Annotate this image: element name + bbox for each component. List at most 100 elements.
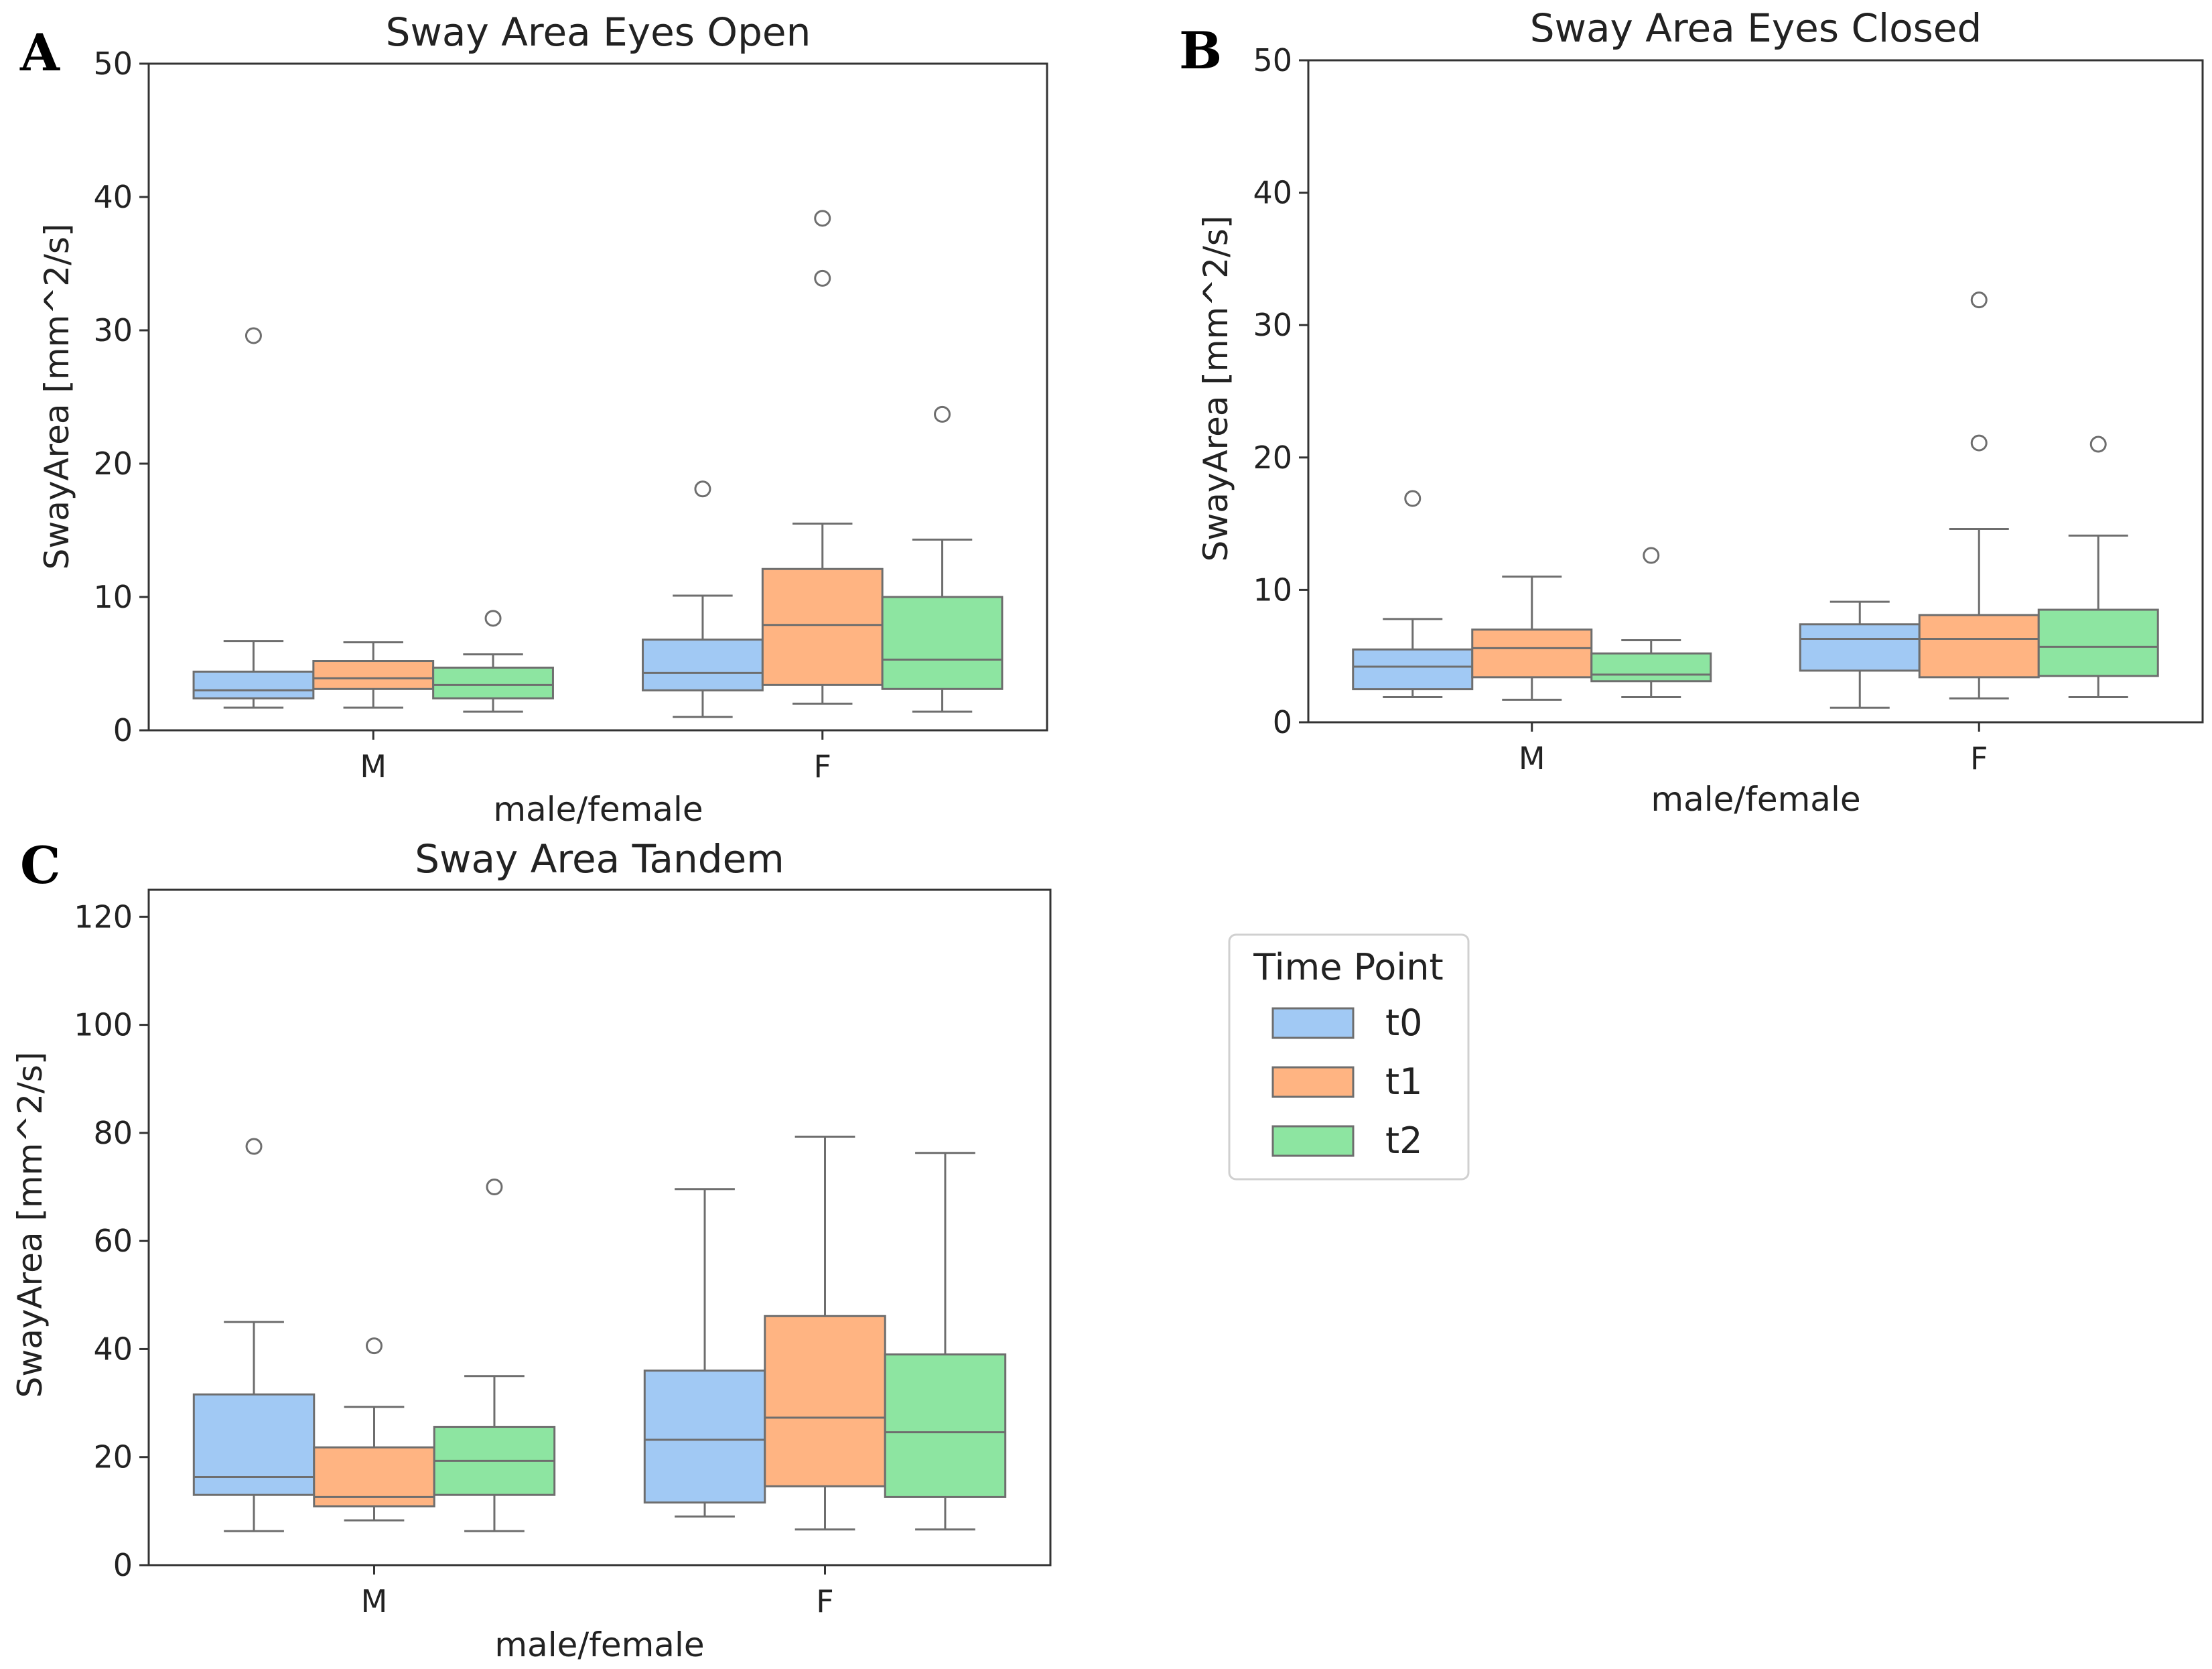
y-tick-label: 80: [93, 1115, 133, 1151]
legend-swatch: [1271, 1066, 1355, 1098]
panel-a-letter: A: [19, 23, 60, 82]
box-t2-F: [881, 405, 1004, 713]
outlier-point: [1970, 291, 1988, 309]
y-tick-label: 30: [1253, 307, 1292, 343]
box-t0-M: [192, 1138, 316, 1532]
box-body: [642, 639, 764, 691]
box-body: [2037, 608, 2159, 677]
box-body: [1352, 648, 1474, 691]
outlier-point: [934, 405, 951, 423]
outlier-point: [814, 269, 831, 287]
panel-c-title: Sway Area Tandem: [415, 836, 784, 882]
box-body: [761, 568, 884, 686]
box-t2-F: [2037, 436, 2159, 698]
y-tick-label: 0: [113, 712, 133, 748]
box-body: [1799, 623, 1921, 672]
legend: Time Point t0 t1 t2: [1228, 933, 1470, 1181]
outlier-point: [2089, 436, 2107, 453]
box-body: [1918, 614, 2040, 679]
panel-c-ylabel: SwayArea [mm^2/s]: [11, 1052, 50, 1398]
panel-a-axes-frame: [147, 62, 1048, 732]
y-tick-label: 0: [113, 1547, 133, 1583]
y-tick-label: 20: [93, 1439, 133, 1475]
box-body: [432, 666, 554, 699]
x-tick-label: M: [360, 748, 387, 785]
panel-b-chart: B Sway Area Eyes Closed male/female Sway…: [1179, 5, 2204, 819]
outlier-point: [1404, 490, 1422, 507]
legend-label: t0: [1385, 1002, 1423, 1044]
box-body: [881, 596, 1004, 690]
y-tick-label: 60: [93, 1223, 133, 1259]
outlier-point: [1643, 547, 1660, 564]
y-tick-label: 50: [93, 46, 133, 82]
x-tick-label: F: [814, 748, 831, 785]
x-tick-label: F: [816, 1583, 833, 1619]
outlier-point: [245, 1138, 263, 1155]
panel-b-letter: B: [1179, 21, 1222, 80]
box-body: [764, 1315, 886, 1487]
y-tick-label: 30: [93, 312, 133, 348]
panel-a-plot-area: 0 10 20 30 40 50 M F: [93, 46, 1048, 785]
legend-title: Time Point: [1253, 946, 1443, 988]
x-tick-label: M: [361, 1583, 388, 1619]
y-tick-label: 10: [93, 579, 133, 615]
y-tick-label: 40: [93, 1331, 133, 1367]
box-t1-F: [764, 1136, 886, 1531]
box-body: [192, 1393, 316, 1496]
box-t1-M: [313, 1337, 435, 1522]
x-tick-label: F: [1970, 740, 1988, 777]
legend-entries: t0 t1 t2: [1271, 1002, 1423, 1162]
outlier-point: [694, 480, 711, 498]
panel-c-letter: C: [20, 836, 61, 895]
box-t1-M: [1471, 576, 1593, 701]
box-t0-F: [1799, 600, 1921, 709]
panel-b-ylabel: SwayArea [mm^2/s]: [1196, 216, 1235, 562]
box-t2-M: [433, 1179, 556, 1532]
box-t0-M: [1352, 490, 1474, 698]
y-tick-label: 50: [1253, 42, 1292, 78]
y-tick-label: 20: [93, 446, 133, 482]
panel-a-title: Sway Area Eyes Open: [386, 9, 811, 55]
box-t2-F: [884, 1152, 1007, 1531]
legend-swatch: [1271, 1007, 1355, 1039]
legend-entry-t0: t0: [1271, 1002, 1423, 1044]
box-body: [643, 1370, 766, 1504]
panel-c-xlabel: male/female: [494, 1625, 704, 1664]
legend-entry-t2: t2: [1271, 1120, 1423, 1162]
panel-b-title: Sway Area Eyes Closed: [1530, 5, 1982, 51]
box-body: [1590, 652, 1712, 683]
panel-b-axes-frame: [1307, 59, 2204, 724]
x-tick-label: M: [1519, 740, 1545, 777]
box-body: [312, 660, 435, 690]
panel-c-axes-frame: [147, 888, 1052, 1566]
legend-label: t2: [1385, 1120, 1423, 1162]
box-t1-F: [1918, 291, 2040, 699]
y-tick-label: 10: [1253, 572, 1292, 608]
outlier-point: [366, 1337, 383, 1355]
legend-swatch: [1271, 1125, 1355, 1157]
box-body: [1471, 628, 1593, 679]
box-t2-M: [432, 610, 554, 713]
panel-c-chart: C Sway Area Tandem male/female SwayArea …: [11, 836, 1052, 1664]
y-tick-label: 40: [93, 179, 133, 215]
outlier-point: [1970, 434, 1988, 452]
box-t0-M: [192, 327, 315, 709]
outlier-point: [814, 210, 831, 227]
legend-frame: [1228, 933, 1470, 1181]
legend-entry-t1: t1: [1271, 1061, 1423, 1103]
panel-b-plot-area: 0 10 20 30 40 50 M F: [1253, 42, 2204, 777]
outlier-point: [484, 610, 502, 627]
box-t0-F: [642, 480, 764, 718]
box-t1-M: [312, 641, 435, 709]
legend-label: t1: [1385, 1061, 1423, 1103]
box-t2-M: [1590, 547, 1712, 698]
y-tick-label: 0: [1273, 704, 1292, 740]
outlier-point: [245, 327, 262, 344]
panel-a-xlabel: male/female: [493, 790, 703, 829]
panel-a-chart: A Sway Area Eyes Open male/female SwayAr…: [19, 9, 1048, 829]
box-t0-F: [643, 1188, 766, 1518]
y-tick-label: 40: [1253, 175, 1292, 211]
y-tick-label: 120: [74, 898, 133, 935]
panel-b-xlabel: male/female: [1651, 780, 1860, 819]
